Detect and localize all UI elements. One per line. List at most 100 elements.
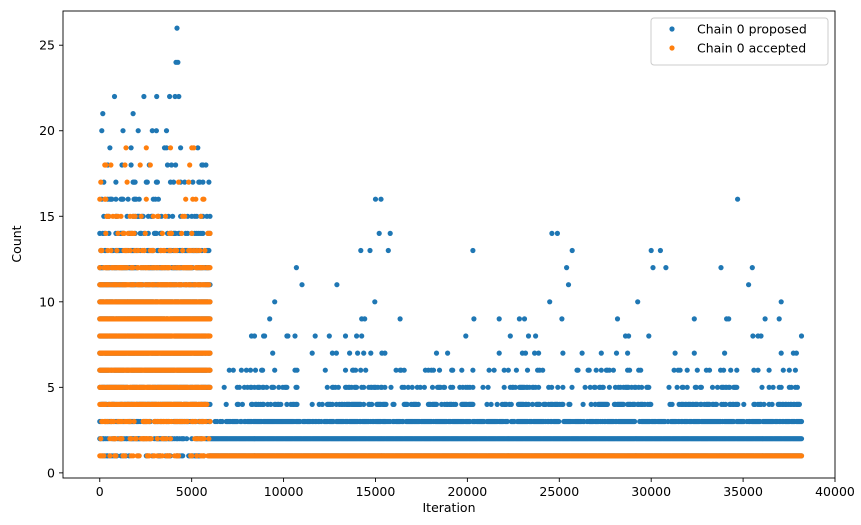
accepted-point	[115, 230, 121, 236]
proposed-point	[363, 367, 369, 373]
proposed-point	[168, 162, 175, 168]
proposed-point	[175, 59, 181, 65]
proposed-point	[580, 401, 586, 407]
proposed-point	[501, 384, 507, 390]
proposed-point	[521, 316, 528, 322]
proposed-point	[206, 247, 212, 254]
proposed-point	[401, 367, 407, 373]
proposed-point	[734, 384, 740, 390]
accepted-point	[191, 145, 197, 151]
accepted-point	[143, 145, 149, 151]
proposed-point	[592, 384, 598, 390]
proposed-point	[559, 316, 565, 322]
proposed-point	[368, 350, 374, 356]
proposed-point	[512, 384, 519, 390]
proposed-point	[251, 333, 258, 339]
accepted-point	[103, 162, 109, 168]
proposed-point	[436, 367, 443, 373]
accepted-point	[207, 265, 213, 271]
proposed-point	[769, 401, 775, 407]
accepted-point	[207, 333, 213, 339]
proposed-point	[657, 247, 664, 254]
proposed-point	[529, 401, 536, 407]
proposed-point	[260, 367, 266, 373]
proposed-point	[167, 93, 173, 100]
proposed-point	[401, 384, 407, 390]
accepted-point	[108, 162, 114, 168]
proposed-point	[271, 384, 277, 390]
proposed-point	[430, 367, 437, 373]
proposed-point	[796, 401, 803, 407]
proposed-point	[372, 299, 378, 305]
proposed-point	[354, 333, 360, 339]
proposed-point	[445, 350, 451, 356]
proposed-point	[778, 350, 784, 356]
proposed-point	[536, 384, 542, 390]
proposed-point	[794, 384, 801, 390]
proposed-point	[761, 401, 767, 407]
proposed-point	[367, 247, 373, 254]
proposed-point	[353, 367, 359, 373]
accepted-point	[114, 247, 120, 254]
proposed-point	[113, 196, 119, 202]
accepted-point	[204, 401, 210, 407]
proposed-point	[100, 111, 106, 117]
proposed-point	[230, 367, 236, 373]
proposed-point	[735, 401, 741, 407]
proposed-point	[144, 179, 150, 185]
proposed-point	[627, 367, 633, 373]
proposed-point	[113, 179, 119, 185]
proposed-point	[238, 367, 244, 373]
proposed-point	[99, 128, 105, 134]
proposed-point	[646, 384, 652, 390]
accepted-point	[193, 196, 199, 202]
proposed-point	[604, 401, 611, 407]
proposed-point	[195, 145, 201, 151]
proposed-point	[556, 418, 562, 425]
proposed-point	[560, 401, 566, 407]
accepted-point	[189, 453, 195, 459]
accepted-point	[133, 436, 139, 442]
proposed-point	[393, 367, 399, 373]
proposed-point	[382, 384, 388, 390]
proposed-point	[762, 316, 768, 322]
proposed-point	[200, 179, 206, 185]
accepted-point	[176, 453, 182, 459]
accepted-point	[207, 299, 213, 305]
proposed-point	[163, 145, 170, 151]
proposed-point	[358, 367, 364, 373]
proposed-point	[646, 333, 652, 339]
proposed-point	[726, 316, 732, 322]
proposed-point	[532, 350, 538, 356]
proposed-point	[272, 299, 278, 305]
accepted-point	[107, 453, 113, 459]
proposed-point	[387, 230, 393, 236]
accepted-point	[186, 179, 192, 185]
proposed-point	[507, 333, 513, 339]
proposed-point	[354, 384, 360, 390]
accepted-point	[159, 230, 165, 236]
accepted-point	[179, 230, 185, 236]
accepted-point	[118, 213, 124, 219]
accepted-point	[201, 196, 207, 202]
proposed-point	[329, 350, 335, 356]
proposed-point	[243, 367, 249, 373]
proposed-point	[155, 196, 161, 202]
proposed-point	[128, 145, 134, 151]
proposed-point	[421, 384, 427, 390]
proposed-point	[470, 384, 476, 390]
proposed-point	[663, 265, 669, 271]
proposed-point	[666, 384, 672, 390]
proposed-point	[501, 367, 507, 373]
proposed-point	[505, 367, 511, 373]
proposed-point	[219, 418, 225, 425]
proposed-point	[361, 384, 367, 390]
proposed-point	[261, 401, 267, 407]
proposed-point	[415, 401, 421, 407]
proposed-point	[153, 128, 159, 134]
proposed-point	[141, 93, 147, 100]
proposed-point	[567, 401, 573, 407]
accepted-point	[198, 213, 204, 219]
accepted-point	[127, 247, 133, 254]
accepted-point	[167, 436, 174, 442]
